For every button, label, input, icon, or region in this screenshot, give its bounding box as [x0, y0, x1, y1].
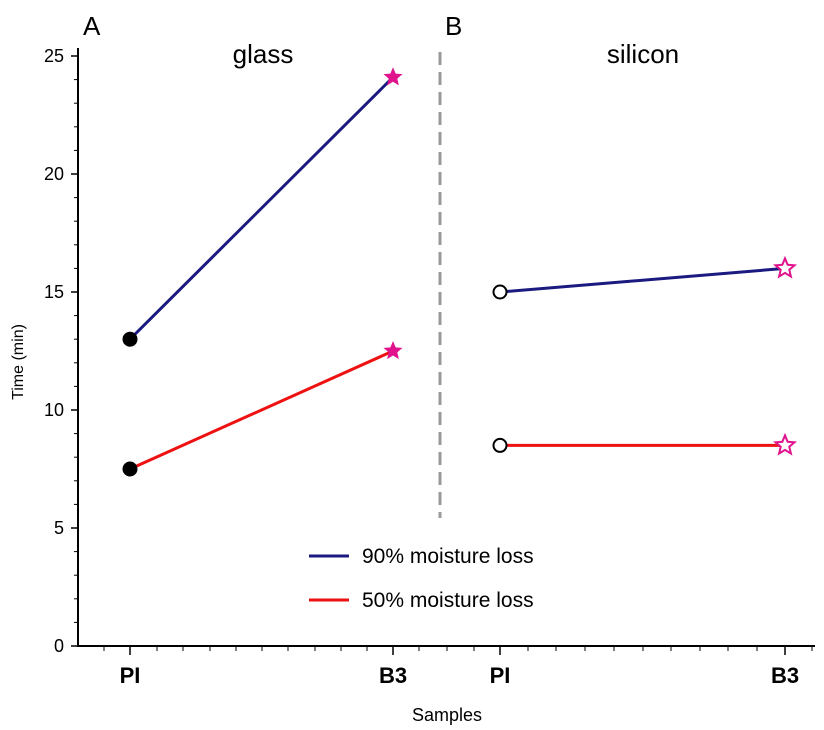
- series-line: [499, 266, 786, 294]
- x-tick-label: PI: [490, 663, 511, 688]
- x-tick-label: B3: [379, 663, 407, 688]
- y-tick-label: 0: [54, 636, 64, 656]
- x-tick-label: PI: [120, 663, 141, 688]
- panel-title: glass: [233, 39, 294, 69]
- y-tick-label: 10: [44, 400, 64, 420]
- legend-label: 50% moisture loss: [362, 589, 534, 612]
- legend-label: 90% moisture loss: [362, 545, 534, 568]
- panel-title: silicon: [607, 39, 679, 69]
- series-line: [129, 349, 394, 471]
- series-line: [128, 76, 395, 341]
- data-point-star: [773, 255, 797, 279]
- panel-letter: A: [83, 11, 101, 41]
- data-point-circle: [492, 284, 508, 300]
- data-point-star: [383, 341, 403, 360]
- data-point-star: [773, 432, 797, 456]
- data-point-star: [383, 67, 403, 86]
- data-point-circle: [122, 331, 138, 347]
- axes: 0 5 10 15 20 25 Time (min) Samples: [10, 46, 815, 725]
- y-tick-label: 5: [54, 518, 64, 538]
- x-axis-title: Samples: [412, 705, 482, 725]
- y-tick-label: 15: [44, 282, 64, 302]
- x-tick-label: B3: [771, 663, 799, 688]
- data-point-circle: [122, 461, 138, 477]
- y-axis-title: Time (min): [10, 324, 27, 400]
- y-tick-label: 20: [44, 164, 64, 184]
- y-tick-label: 25: [44, 46, 64, 66]
- legend: 90% moisture loss 50% moisture loss: [309, 545, 534, 612]
- panel-letter: B: [445, 11, 462, 41]
- data-point-circle: [492, 437, 508, 453]
